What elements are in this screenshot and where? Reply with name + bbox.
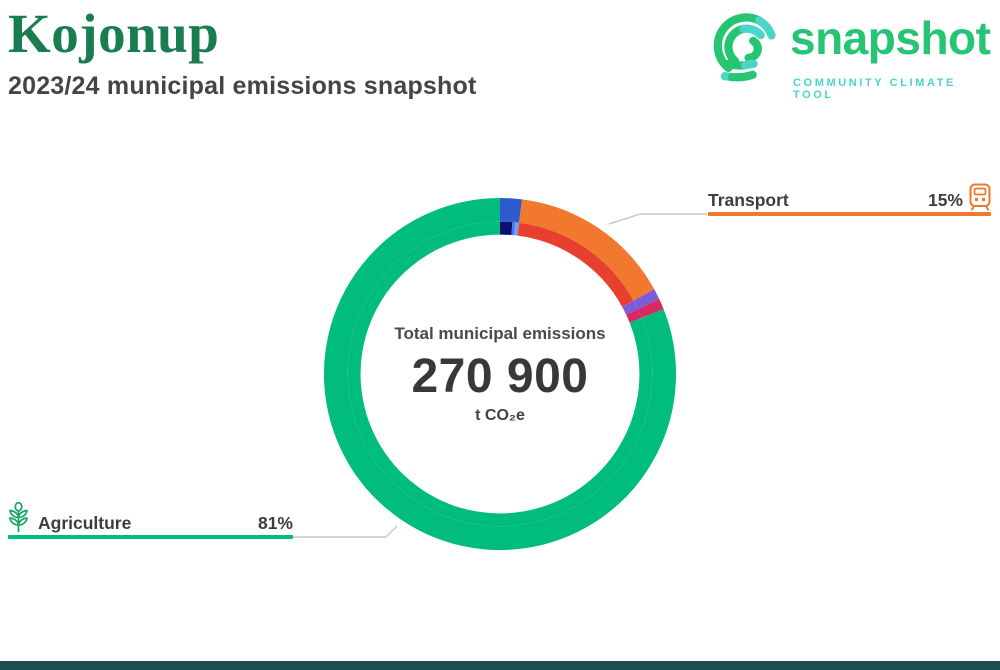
transport-callout-percent: 15% [927,190,963,210]
page-title: Kojonup [8,3,220,64]
total-emissions-value: 270 900 [411,350,589,403]
snapshot-tagline: COMMUNITY CLIMATE TOOL [793,77,956,101]
donut-outer-segment-agriculture [324,197,677,551]
donut-inner-segment-7a5cd6 [622,300,638,315]
wheat-plant-icon [9,502,28,533]
total-emissions-unit: t CO₂e [475,407,525,424]
donut-outer-segment-transport [518,199,655,301]
donut-center-label: Total municipal emissions 270 900 t CO₂e [360,324,640,425]
donut-inner-segment-00bd7e [347,221,653,527]
donut-outer-segment-2e5ccc [499,197,523,223]
donut-outer-segment-7a5cd6 [633,289,660,310]
donut-inner-segment-e8402e [517,222,634,307]
emissions-donut-chart [324,197,677,551]
transport-underline [708,212,991,216]
total-emissions-label: Total municipal emissions [394,324,606,343]
snapshot-wordmark: snapshot [790,12,991,64]
agriculture-callout-percent: 81% [257,513,293,533]
donut-inner-segment-d62a64 [626,309,642,323]
train-icon [969,183,991,211]
donut-outer-segment-d62a64 [637,299,664,319]
footer-accent-bar [0,661,1000,670]
agriculture-callout-label: Agriculture [38,513,132,533]
snapshot-logo-icon [713,13,776,82]
transport-callout-label: Transport [708,190,789,210]
agriculture-underline [8,535,293,539]
page-subtitle: 2023/24 municipal emissions snapshot [8,72,477,100]
